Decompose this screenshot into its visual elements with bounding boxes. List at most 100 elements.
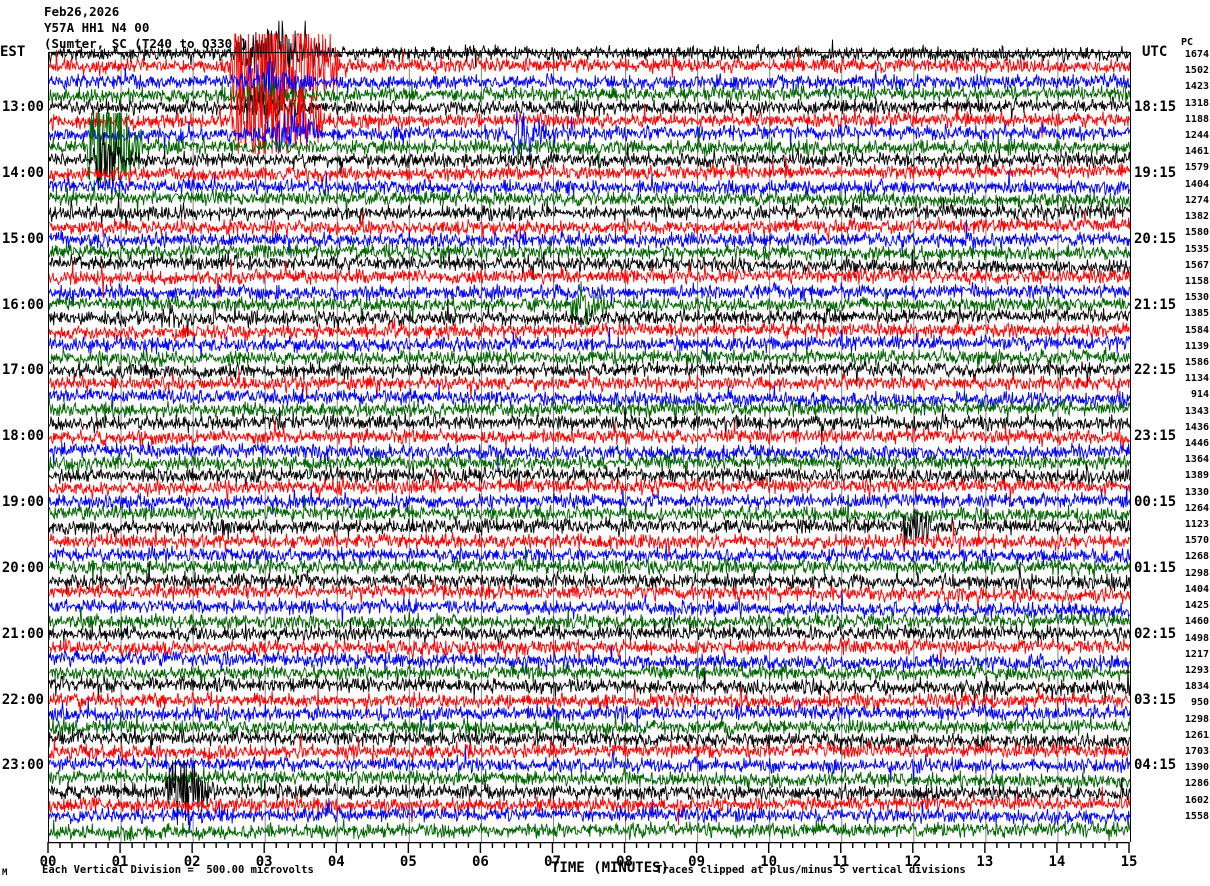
pc-value: 1703 (1184, 745, 1209, 757)
seismic-trace (49, 239, 1130, 270)
pc-value: 1244 (1184, 130, 1209, 142)
pc-value: 1298 (1184, 567, 1209, 579)
right-hour-label: 03:15 (1134, 691, 1177, 708)
seismic-trace (49, 579, 1130, 611)
seismic-trace (49, 698, 1130, 733)
left-hour-label: 13:00 (1, 99, 44, 116)
pc-value: 1261 (1184, 729, 1209, 741)
seismic-trace (49, 210, 1130, 243)
pc-value: 1274 (1184, 194, 1209, 206)
pc-value: 1586 (1184, 356, 1209, 368)
pc-value: 1446 (1184, 438, 1209, 449)
pc-value: 1530 (1184, 292, 1209, 304)
seismic-trace (49, 711, 1130, 745)
seismic-trace (49, 84, 1130, 125)
pc-value: 1570 (1184, 535, 1209, 547)
seismic-trace (49, 170, 1130, 200)
right-axis-label: UTC (1142, 44, 1168, 60)
helicorder-plot[interactable] (48, 20, 1131, 842)
x-tick-label: 11 (832, 854, 850, 870)
pc-value: 1382 (1184, 211, 1209, 223)
pc-value: 1498 (1184, 632, 1209, 644)
seismic-trace (49, 393, 1130, 428)
seismic-trace (49, 219, 1130, 256)
seismic-trace (49, 667, 1130, 708)
x-axis: 00 01 02 03 04 05 06 07 08 09 10 11 12 13 14 15 (0, 842, 1210, 886)
pc-value: 1364 (1184, 454, 1209, 466)
seismic-trace (49, 445, 1130, 478)
header-date: Feb26,2026 (44, 4, 120, 19)
pc-value: 1580 (1184, 227, 1209, 239)
seismic-trace (49, 759, 1130, 826)
pc-value: 1158 (1184, 275, 1209, 287)
footer-stub: M (2, 868, 8, 878)
pc-value: 1567 (1184, 259, 1209, 271)
x-axis-title: TIME (MINUTES) (551, 860, 670, 876)
x-tick-label: 02 (183, 854, 201, 870)
pc-value: 1343 (1184, 405, 1209, 417)
pc-value: 1390 (1184, 762, 1209, 774)
seismic-trace (49, 197, 1130, 235)
right-hour-label: 19:15 (1134, 164, 1177, 181)
footer-scale-note: Each Vertical Division = 500.00 microvol… (42, 864, 314, 876)
right-hour-label: 20:15 (1134, 230, 1177, 247)
seismic-trace (49, 406, 1130, 446)
seismic-trace (49, 658, 1130, 683)
left-axis-label: EST (0, 44, 26, 60)
seismic-trace (49, 616, 1130, 647)
seismic-trace (49, 156, 1130, 187)
seismic-trace (49, 360, 1130, 389)
seismic-trace (49, 469, 1130, 506)
x-tick-label: 09 (688, 854, 706, 870)
seismic-trace (49, 546, 1130, 589)
seismic-trace (49, 249, 1130, 281)
x-tick-label: 04 (327, 854, 345, 870)
seismic-trace (49, 344, 1130, 372)
seismic-trace (49, 645, 1130, 675)
seismic-trace (49, 59, 1130, 102)
pc-value: 1558 (1184, 810, 1209, 822)
seismic-trace (49, 485, 1130, 516)
pc-value: 1404 (1184, 583, 1209, 595)
pc-value: 1188 (1184, 113, 1209, 125)
pc-value: 1423 (1184, 81, 1209, 93)
right-hour-label: 22:15 (1134, 362, 1177, 379)
pc-value: 950 (1190, 697, 1209, 709)
seismic-trace (49, 281, 1130, 326)
seismic-trace (49, 33, 1130, 102)
pc-value: 1602 (1184, 794, 1209, 806)
seismic-trace (49, 818, 1130, 842)
pc-value: 914 (1190, 389, 1209, 401)
pc-value: 1584 (1184, 324, 1209, 336)
seismic-trace (49, 494, 1130, 528)
pc-value: 1579 (1184, 162, 1209, 174)
x-tick-label: 10 (760, 854, 778, 870)
right-hour-label: 04:15 (1134, 757, 1177, 774)
pc-value: 1834 (1184, 681, 1209, 693)
pc-value: 1123 (1184, 519, 1209, 531)
seismic-trace (49, 180, 1130, 220)
pc-value: 1139 (1184, 340, 1209, 352)
pc-value: 1385 (1184, 308, 1209, 320)
pc-value: 1217 (1184, 648, 1209, 660)
seismic-trace (49, 260, 1130, 299)
left-hour-label: 14:00 (1, 164, 44, 181)
left-hour-label: 22:00 (1, 691, 44, 708)
pc-value: 1268 (1184, 551, 1209, 563)
seismic-trace (49, 460, 1130, 492)
pc-value: 1502 (1184, 65, 1209, 77)
pc-value: 1674 (1184, 49, 1209, 60)
pc-value: 1404 (1184, 178, 1209, 190)
left-hour-label: 16:00 (1, 296, 44, 313)
x-tick-label: 14 (1048, 854, 1066, 870)
x-axis-ticks (47, 842, 1130, 853)
pc-value: 1298 (1184, 713, 1209, 725)
pc-value: 1134 (1184, 373, 1209, 385)
seismic-trace (49, 798, 1130, 833)
left-hour-label: 23:00 (1, 757, 44, 774)
x-tick-label: 08 (616, 854, 633, 870)
pc-value: 1436 (1184, 421, 1209, 433)
seismic-trace (49, 561, 1130, 599)
pc-value: 1389 (1184, 470, 1209, 482)
seismic-trace (49, 508, 1130, 546)
